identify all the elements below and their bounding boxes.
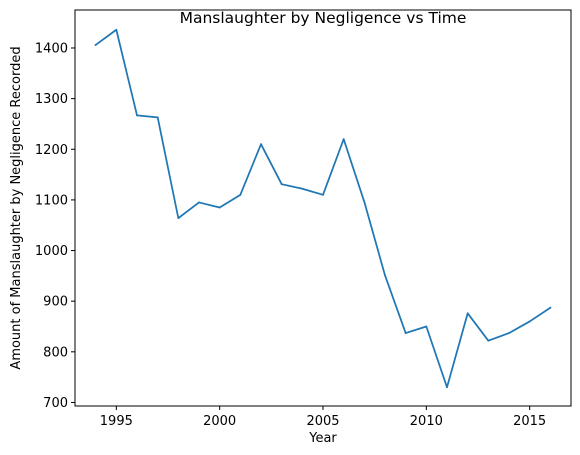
x-tick-label: 1995 xyxy=(100,414,133,429)
y-tick-label: 1300 xyxy=(35,92,68,107)
y-tick-label: 1400 xyxy=(35,41,68,56)
data-point xyxy=(322,194,324,196)
data-point xyxy=(425,326,427,328)
data-point xyxy=(405,332,407,334)
data-point xyxy=(177,217,179,219)
data-point xyxy=(363,201,365,203)
x-tick-label: 2015 xyxy=(513,414,546,429)
data-point xyxy=(343,138,345,140)
data-point xyxy=(115,29,117,31)
plot-area xyxy=(75,10,571,406)
data-point xyxy=(384,274,386,276)
y-tick-label: 700 xyxy=(43,396,68,411)
x-tick-label: 2005 xyxy=(306,414,339,429)
y-tick-label: 1000 xyxy=(35,244,68,259)
x-tick-label: 2010 xyxy=(410,414,443,429)
data-point xyxy=(529,321,531,323)
data-point xyxy=(95,44,97,46)
data-point xyxy=(260,143,262,145)
x-axis-title: Year xyxy=(308,431,337,446)
y-axis: 700 800 900 1000 1100 1200 1300 1400 xyxy=(35,41,75,410)
data-point xyxy=(508,332,510,334)
y-tick-label: 1200 xyxy=(35,143,68,158)
data-point xyxy=(281,183,283,185)
y-tick-label: 1100 xyxy=(35,193,68,208)
data-point xyxy=(446,386,448,388)
y-tick-label: 900 xyxy=(43,295,68,310)
x-tick-label: 2000 xyxy=(203,414,236,429)
data-point xyxy=(549,307,551,309)
y-axis-title: Amount of Manslaughter by Negligence Rec… xyxy=(9,46,24,369)
data-point xyxy=(219,207,221,209)
data-point xyxy=(239,194,241,196)
chart-title: Manslaughter by Negligence vs Time xyxy=(180,9,467,27)
data-point xyxy=(301,188,303,190)
y-tick-label: 800 xyxy=(43,345,68,360)
data-point xyxy=(487,340,489,342)
data-point xyxy=(136,114,138,116)
x-axis: 1995 2000 2005 2010 2015 xyxy=(100,406,546,429)
data-point xyxy=(157,116,159,118)
plot-frame xyxy=(75,10,571,406)
data-point xyxy=(467,312,469,314)
data-point xyxy=(198,202,200,204)
